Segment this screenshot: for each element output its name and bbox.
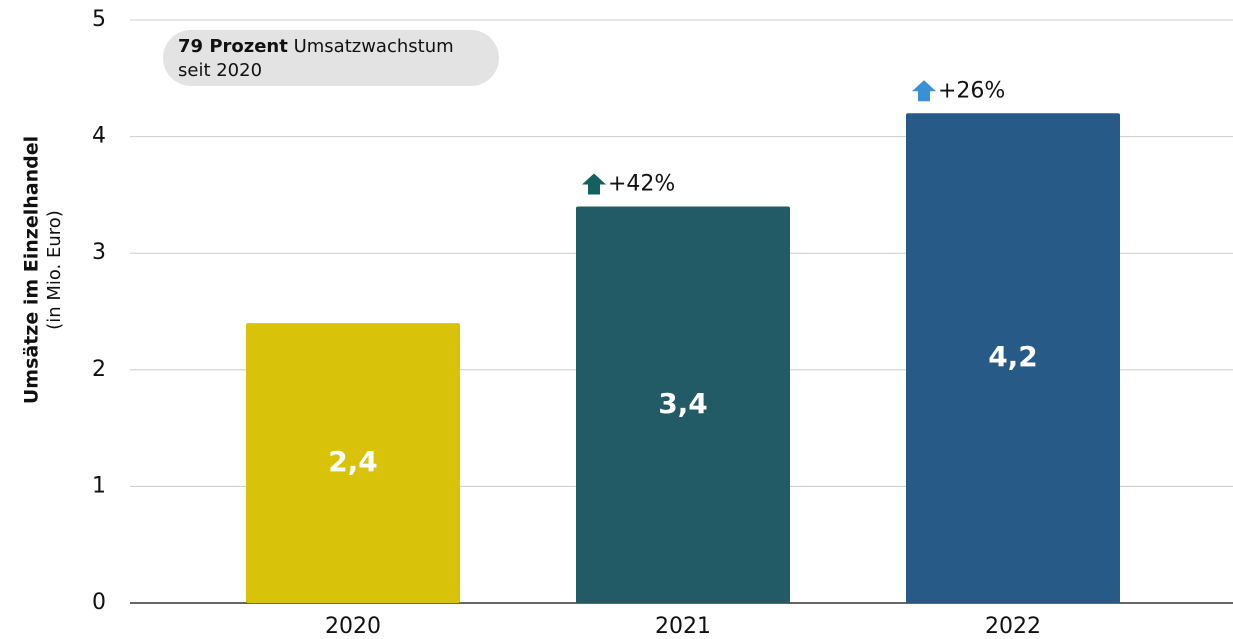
y-tick-label: 0 [92,590,106,615]
note-box [163,30,499,86]
value-label: 3,4 [658,387,708,420]
x-tick-label: 2022 [985,614,1041,639]
y-tick-label: 2 [92,357,106,382]
note: 79 Prozent Umsatzwachstum [178,36,454,57]
note-bold: 79 Prozent [178,36,288,57]
y-tick-label: 4 [92,124,106,149]
note-text: Umsatzwachstum [288,36,454,57]
y-tick-label: 3 [92,240,106,265]
y-tick-label: 5 [92,7,106,32]
y-axis-unit: (in Mio. Euro) [44,210,65,330]
value-label: 2,4 [328,445,378,478]
bar [906,113,1120,603]
x-tick-label: 2020 [325,614,381,639]
y-axis-label: Umsätze im Einzelhandel [21,136,43,404]
bar [576,206,790,603]
growth-label: +26% [938,78,1005,103]
x-tick-label: 2021 [655,614,711,639]
growth-arrow [912,80,936,102]
note-line2: seit 2020 [178,60,262,81]
bar [246,323,460,603]
value-label: 4,2 [988,340,1038,373]
y-tick-label: 1 [92,473,106,498]
growth-arrow [582,173,606,195]
growth-label: +42% [608,172,675,197]
